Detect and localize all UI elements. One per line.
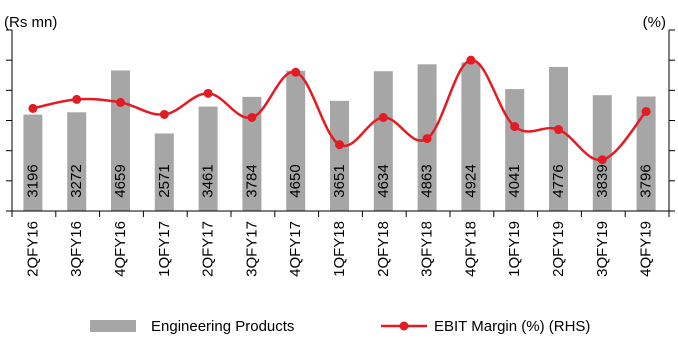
x-tick-labels: 2QFY16 3QFY16 4QFY16 1QFY17 2QFY17 3QFY17 4QFY… (24, 221, 654, 277)
bar-value-label: 4041 (506, 164, 523, 197)
line-point (510, 122, 520, 132)
bar (549, 66, 568, 211)
x-tick-label: 3QFY19 (594, 221, 611, 277)
x-tick-label: 1QFY17 (156, 221, 173, 277)
x-tick-label: 2QFY17 (200, 221, 217, 277)
line-point (291, 67, 301, 77)
bar-value-label: 3196 (24, 164, 41, 197)
x-tick-label: 4QFY17 (287, 221, 304, 277)
x-tick-label: 3QFY17 (243, 221, 260, 277)
bar-value-label: 3651 (331, 164, 348, 197)
ebit-margin-line (32, 58, 648, 161)
bar-value-label: 4924 (462, 164, 479, 197)
line-point (641, 106, 651, 116)
line-point (247, 112, 257, 122)
bar (461, 62, 481, 211)
bar-value-label: 3272 (68, 164, 85, 197)
line-point (422, 134, 432, 144)
line-point (159, 109, 169, 119)
line-point (72, 94, 82, 104)
line-point (203, 88, 213, 98)
bar (592, 95, 612, 211)
bar-value-label: 4776 (550, 164, 567, 197)
bar-value-label: 3796 (638, 164, 655, 197)
line-point (378, 112, 388, 122)
bar (67, 112, 87, 211)
bar (23, 114, 43, 211)
line-series (28, 55, 651, 165)
x-tick-label: 3QFY16 (68, 221, 85, 277)
bar-series (23, 62, 656, 212)
legend: Engineering Products EBIT Margin (%) (RH… (90, 318, 590, 335)
bar (636, 96, 656, 211)
bar (330, 100, 349, 211)
bar-value-label: 4650 (287, 164, 304, 197)
legend-swatch-bar (90, 320, 136, 332)
line-point (335, 140, 344, 150)
line-point (554, 125, 563, 135)
bar-value-label: 4634 (375, 164, 392, 197)
bar (286, 70, 306, 211)
legend-label-bar: Engineering Products (151, 318, 294, 335)
bar (242, 96, 262, 211)
x-tick-label: 4QFY18 (462, 221, 479, 277)
axes (6, 29, 675, 217)
line-point (28, 103, 38, 113)
bar-value-label: 4659 (112, 164, 129, 197)
bar (198, 106, 218, 211)
x-tick-label: 1QFY18 (331, 221, 348, 277)
bar (373, 71, 393, 211)
line-point (116, 97, 125, 107)
x-tick-label: 2QFY18 (375, 221, 392, 277)
legend-label-line: EBIT Margin (%) (RHS) (434, 318, 590, 335)
right-axis-label: (%) (643, 14, 666, 31)
bar-value-label: 4863 (419, 164, 436, 197)
x-tick-label: 3QFY18 (419, 221, 436, 277)
bar-value-label: 2571 (156, 164, 173, 197)
bar-value-label: 3461 (200, 164, 217, 197)
x-tick-label: 1QFY19 (506, 221, 523, 277)
x-tick-label: 2QFY19 (550, 221, 567, 277)
bar-value-labels: 3196 3272 4659 2571 3461 3784 4650 3651 4634 4863… (24, 164, 654, 197)
line-point (466, 55, 476, 65)
x-tick-label: 2QFY16 (24, 221, 41, 277)
bar (154, 133, 174, 211)
line-point (597, 155, 607, 165)
bar-value-label: 3784 (243, 164, 260, 197)
x-tick-label: 4QFY19 (638, 221, 655, 277)
legend-swatch-marker (399, 321, 409, 331)
x-tick-label: 4QFY16 (112, 221, 129, 277)
bar-value-label: 3839 (594, 164, 611, 197)
left-axis-label: (Rs mn) (4, 14, 57, 31)
bar (111, 70, 130, 212)
